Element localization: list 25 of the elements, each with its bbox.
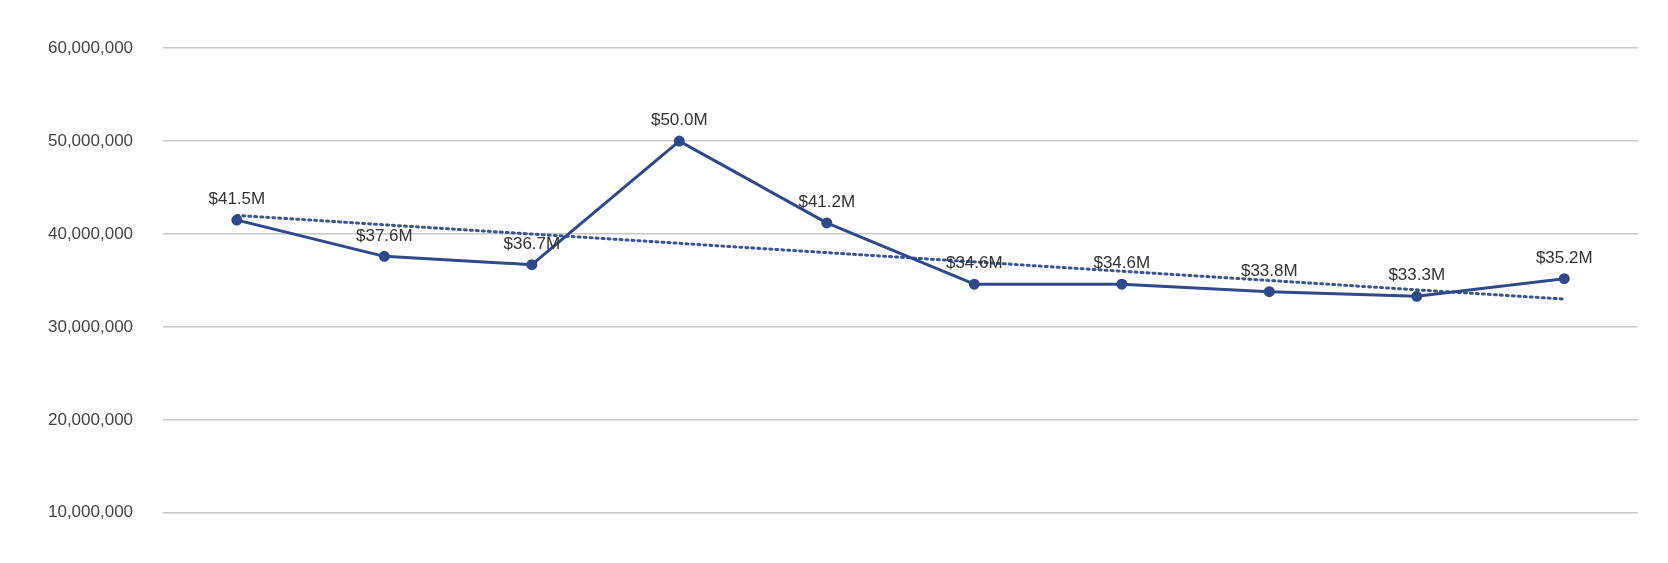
y-tick-label: 20,000,000 <box>47 409 134 429</box>
point <box>968 278 980 290</box>
point <box>526 259 538 271</box>
data-label: $35.2M <box>1535 247 1593 267</box>
y-tick-label: 30,000,000 <box>47 316 134 336</box>
y-tick-label: 60,000,000 <box>47 37 134 57</box>
data-label: $33.8M <box>1240 260 1298 280</box>
point <box>821 217 833 229</box>
data-label: $41.5M <box>208 189 266 209</box>
data-label: $36.7M <box>503 233 561 253</box>
y-tick-label: 50,000,000 <box>47 130 134 150</box>
data-label: $34.6M <box>1093 253 1151 273</box>
point <box>1411 290 1423 302</box>
point <box>673 135 685 147</box>
data-label: $41.2M <box>798 192 856 212</box>
data-label: $33.3M <box>1388 265 1446 285</box>
y-tick-label: 40,000,000 <box>47 223 134 243</box>
data-label: $50.0M <box>650 110 708 130</box>
data-label: $37.6M <box>355 225 413 245</box>
point <box>378 250 390 262</box>
point <box>1558 273 1570 285</box>
point <box>1263 286 1275 298</box>
y-tick-label: 10,000,000 <box>47 502 134 522</box>
point <box>1116 278 1128 290</box>
point <box>231 214 243 226</box>
